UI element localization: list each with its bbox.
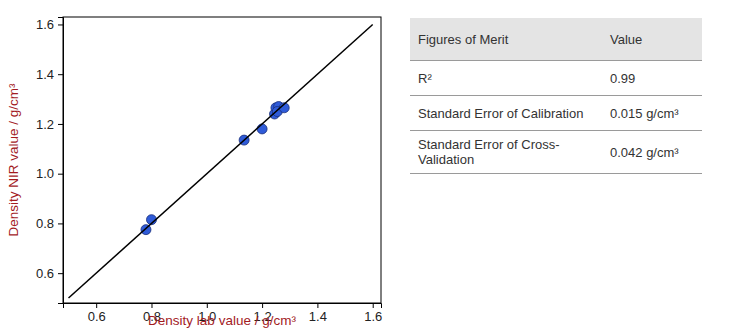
tick-label: 1.4 (36, 67, 54, 82)
x-axis-title: Density lab value / g/cm³ (148, 313, 296, 328)
tick-mark (58, 223, 63, 224)
header-cell: Figures of Merit (410, 26, 606, 53)
tick-mark (58, 273, 63, 274)
y-axis: 0.6 0.8 1.0 1.2 1.4 1.6 (36, 17, 64, 303)
tick-label: 1.4 (309, 309, 327, 324)
tick: 0.8 (36, 216, 63, 231)
tick-mark (58, 74, 63, 75)
table-row: Standard Error of Cross-Validation0.042 … (410, 131, 702, 174)
table-cell: Standard Error of Cross-Validation (410, 131, 606, 173)
table-cell: R² (410, 65, 606, 92)
table-header: Figures of MeritValue (410, 18, 702, 61)
tick-mark (96, 303, 97, 308)
table-cell: 0.015 g/cm³ (606, 100, 702, 127)
table-row: Standard Error of Calibration0.015 g/cm³ (410, 96, 702, 131)
axis-line (58, 18, 64, 304)
data-point (257, 124, 267, 134)
tick-mark (151, 303, 152, 308)
tick-label: 1.6 (364, 309, 382, 324)
tick: 1.2 (36, 117, 63, 132)
tick: 0.6 (88, 303, 106, 324)
tick-label: 1.0 (36, 166, 54, 181)
tick-mark (58, 174, 63, 175)
table-cell: 0.042 g/cm³ (606, 139, 702, 166)
table-cell: 0.99 (606, 65, 702, 92)
reference-line (69, 24, 373, 298)
tick-mark (58, 124, 63, 125)
tick-label: 1.2 (36, 117, 54, 132)
tick: 1.4 (309, 303, 327, 324)
tick-label: 0.6 (36, 266, 54, 281)
tick-label: 0.6 (88, 309, 106, 324)
tick: 1.6 (36, 17, 63, 32)
header-cell: Value (606, 26, 702, 53)
tick-mark (317, 303, 318, 308)
tick: 1.4 (36, 67, 63, 82)
table-cell: Standard Error of Calibration (410, 100, 606, 127)
y-axis-title: Density NIR value / g/cm³ (6, 83, 21, 237)
tick: 0.6 (36, 266, 63, 281)
figures-table: Figures of MeritValueR²0.99Standard Erro… (410, 18, 702, 174)
tick-mark (262, 303, 263, 308)
axis-line (64, 304, 382, 309)
plot-frame (63, 17, 381, 303)
tick-mark (58, 24, 63, 25)
tick: 1.6 (364, 303, 382, 324)
table-row: R²0.99 (410, 61, 702, 96)
tick-label: 1.6 (36, 17, 54, 32)
tick-mark (207, 303, 208, 308)
plot-area (69, 24, 373, 298)
tick-mark (373, 303, 374, 308)
tick: 1.0 (36, 166, 63, 181)
scatter-series (141, 102, 289, 235)
tick-label: 0.8 (36, 216, 54, 231)
